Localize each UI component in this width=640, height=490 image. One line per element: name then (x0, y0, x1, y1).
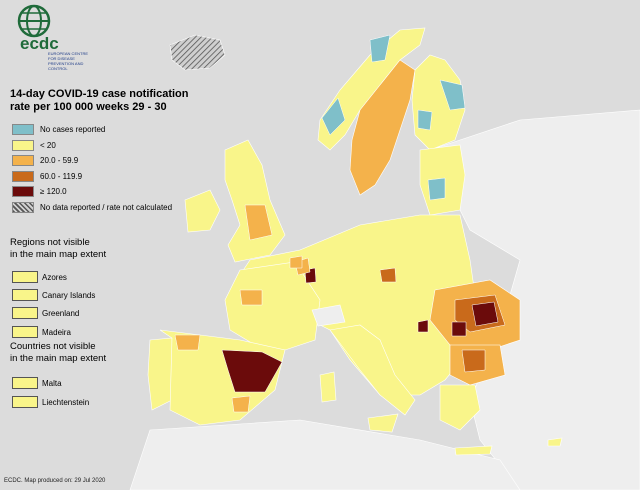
region-azores: Azores (12, 271, 67, 283)
country-swatch (12, 377, 38, 389)
poland-orange (379, 267, 397, 283)
legend-label: ≥ 120.0 (40, 187, 67, 197)
legend-label: No cases reported (40, 125, 106, 135)
countries-heading-line-1: Countries not visible (10, 341, 96, 352)
legend-label: < 20 (40, 140, 56, 150)
region-swatch (12, 326, 38, 338)
norway-no-cases (321, 97, 346, 136)
legend-swatch (12, 139, 34, 151)
portugal (147, 337, 173, 411)
regions-heading: Regions not visible in the main map exte… (10, 237, 160, 261)
region-swatch (12, 289, 38, 301)
country-liechtenstein: Liechtenstein (12, 396, 89, 408)
crete (454, 445, 493, 456)
iceland (169, 34, 226, 71)
map-title-line-1: 14-day COVID-19 case notification (10, 88, 189, 100)
countries-heading-line-2: in the main map extent (10, 353, 107, 364)
switzerland (311, 304, 346, 327)
baltics-no-cases (427, 177, 446, 201)
region-greenland: Greenland (12, 307, 79, 319)
legend-swatch (12, 124, 34, 136)
legend-label: 20.0 - 59.9 (40, 156, 79, 166)
spain-orange-2 (231, 395, 251, 413)
region-canary-islands: Canary Islands (12, 289, 95, 301)
romania-dark-1 (471, 301, 499, 327)
legend-item-under-20: < 20 (12, 138, 172, 154)
legend-item-120-plus: ≥ 120.0 (12, 184, 172, 200)
legend-label: No data reported / rate not calculated (40, 202, 173, 212)
ireland (184, 189, 221, 233)
region-label: Greenland (42, 308, 80, 318)
legend-swatch (12, 155, 34, 167)
region-label: Canary Islands (42, 290, 96, 300)
finland-no-cases-1 (439, 79, 466, 111)
legend-item-no-data: No data reported / rate not calculated (12, 200, 172, 216)
sicily (367, 413, 399, 433)
england-orange (244, 204, 273, 241)
countries-heading: Countries not visible in the main map ex… (10, 341, 160, 365)
sweden (349, 59, 416, 196)
map-footer: ECDC. Map produced on: 29 Jul 2020 (4, 478, 106, 484)
globe-logo-icon (17, 4, 51, 38)
france-orange-1 (239, 289, 263, 306)
regions-heading-line-2: in the main map extent (10, 249, 107, 260)
map-title-line-2: rate per 100 000 weeks 29 - 30 (10, 101, 167, 113)
country-malta: Malta (12, 377, 62, 389)
north-africa (129, 419, 521, 490)
region-madeira: Madeira (12, 326, 71, 338)
legend-item-20-59: 20.0 - 59.9 (12, 153, 172, 169)
spain-aragon-catalonia (221, 349, 283, 393)
legend-swatch-hatched (12, 201, 34, 213)
ecdc-logo: ecdc EUROPEAN CENTRE FOR DISEASE PREVENT… (8, 4, 88, 71)
italy (329, 324, 416, 416)
map-title: 14-day COVID-19 case notification rate p… (10, 88, 210, 114)
country-label: Malta (42, 378, 62, 388)
greece (439, 384, 481, 431)
legend-item-no-cases: No cases reported (12, 122, 172, 138)
norway-no-cases-2 (369, 34, 391, 63)
sardinia (319, 371, 337, 403)
legend-label: 60.0 - 119.9 (40, 171, 83, 181)
region-swatch (12, 307, 38, 319)
spain-orange-1 (174, 334, 201, 351)
regions-heading-line-1: Regions not visible (10, 237, 90, 248)
romania-dark-2 (451, 321, 467, 337)
legend-swatch (12, 170, 34, 182)
region-label: Madeira (42, 327, 71, 337)
country-label: Liechtenstein (42, 397, 90, 407)
germany-orange (289, 255, 303, 269)
logo-text: ecdc (20, 34, 59, 53)
legend-item-60-119: 60.0 - 119.9 (12, 169, 172, 185)
finland-no-cases-2 (417, 109, 433, 131)
non-eu-land (429, 109, 640, 490)
croatia-dark (417, 319, 429, 333)
bulgaria-mid (461, 349, 486, 373)
country-swatch (12, 396, 38, 408)
cyprus (547, 437, 563, 447)
region-swatch (12, 271, 38, 283)
region-label: Azores (42, 272, 67, 282)
legend-swatch (12, 186, 34, 198)
logo-subtitle: EUROPEAN CENTRE FOR DISEASE PREVENTION A… (48, 51, 89, 71)
legend: No cases reported < 20 20.0 - 59.9 60.0 … (12, 122, 172, 215)
